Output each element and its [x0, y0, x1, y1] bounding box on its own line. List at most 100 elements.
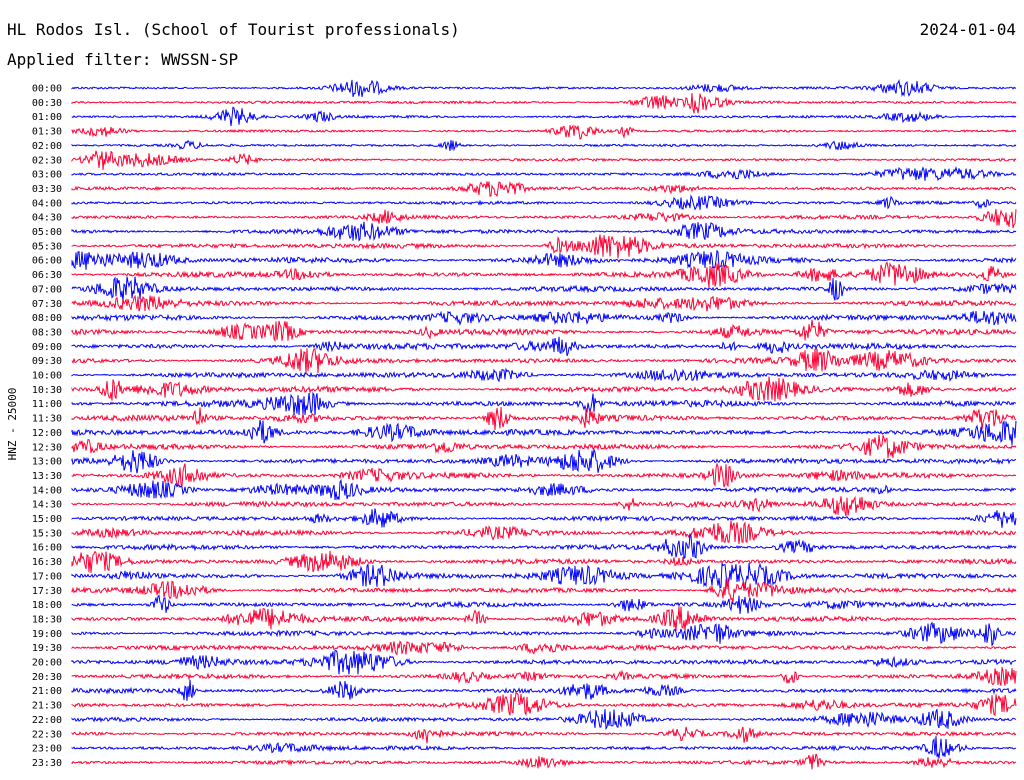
seismic-trace	[71, 550, 1017, 573]
traces-group: 00:00 00:30 01:00 01:30 02:00 02:30 03:00 03:30…	[32, 78, 1017, 770]
seismic-trace	[71, 221, 1017, 242]
trace-time-label: 10:00	[32, 371, 62, 382]
seismic-trace	[71, 276, 1017, 302]
seismic-trace	[71, 508, 1017, 528]
seismic-trace	[71, 391, 1017, 416]
seismic-trace	[71, 753, 1016, 770]
seismic-trace	[71, 139, 1017, 152]
station-title: HL Rodos Isl. (School of Tourist profess…	[7, 20, 460, 39]
seismic-trace	[71, 319, 1017, 343]
seismic-trace	[71, 294, 1017, 312]
seismic-trace	[71, 462, 1017, 488]
seismic-trace	[71, 150, 1017, 170]
seismic-trace	[71, 194, 1017, 211]
seismic-trace	[71, 310, 1017, 326]
trace-time-label: 09:30	[32, 356, 62, 367]
trace-time-label: 06:00	[32, 256, 62, 267]
trace-time-label: 22:00	[32, 715, 62, 726]
seismic-trace	[71, 533, 1017, 559]
trace-time-label: 11:00	[32, 399, 62, 410]
seismic-trace	[71, 124, 1017, 140]
seismic-trace	[71, 726, 1017, 744]
seismic-trace	[71, 433, 1017, 459]
trace-time-label: 00:00	[32, 84, 62, 95]
trace-time-label: 20:00	[32, 658, 62, 669]
trace-time-label: 03:00	[32, 170, 62, 181]
trace-time-label: 15:30	[32, 528, 62, 539]
trace-time-label: 21:30	[32, 701, 62, 712]
trace-time-label: 07:00	[32, 284, 62, 295]
seismic-trace	[71, 621, 1017, 647]
seismic-trace	[71, 234, 1017, 259]
trace-time-label: 14:00	[32, 485, 62, 496]
seismic-trace	[71, 666, 1017, 686]
trace-time-label: 13:00	[32, 457, 62, 468]
seismic-trace	[71, 367, 1017, 383]
seismic-trace	[71, 708, 1017, 731]
seismic-trace	[71, 180, 1017, 198]
trace-time-label: 04:30	[32, 213, 62, 224]
trace-time-label: 19:30	[32, 643, 62, 654]
seismic-trace	[71, 520, 1017, 545]
trace-time-label: 02:00	[32, 141, 62, 152]
trace-time-label: 05:30	[32, 241, 62, 252]
seismic-trace	[71, 640, 1017, 656]
seismic-trace	[71, 577, 1017, 603]
trace-time-label: 06:30	[32, 270, 62, 281]
seismic-trace	[71, 208, 1017, 229]
trace-time-label: 18:00	[32, 600, 62, 611]
seismic-trace	[71, 562, 1017, 590]
trace-time-label: 13:30	[32, 471, 62, 482]
seismic-trace	[71, 249, 1017, 270]
seismic-trace	[71, 419, 1017, 445]
trace-time-label: 22:30	[32, 729, 62, 740]
trace-time-label: 18:30	[32, 614, 62, 625]
trace-time-label: 08:00	[32, 313, 62, 324]
trace-time-label: 21:00	[32, 686, 62, 697]
trace-time-label: 08:30	[32, 327, 62, 338]
trace-time-label: 12:30	[32, 442, 62, 453]
seismic-trace	[71, 447, 1017, 474]
seismic-trace	[71, 679, 1017, 701]
seismic-trace	[71, 478, 1017, 501]
seismic-trace	[71, 106, 1017, 127]
trace-time-label: 10:30	[32, 385, 62, 396]
trace-time-label: 00:30	[32, 98, 62, 109]
seismic-trace	[71, 495, 1017, 517]
trace-time-label: 15:00	[32, 514, 62, 525]
trace-time-label: 12:00	[32, 428, 62, 439]
seismic-trace	[71, 336, 1017, 357]
trace-time-label: 16:30	[32, 557, 62, 568]
trace-time-label: 05:00	[32, 227, 62, 238]
trace-time-label: 02:30	[32, 155, 62, 166]
y-axis-label: HNZ - 25000	[6, 388, 19, 461]
seismic-trace	[71, 594, 1017, 614]
trace-time-label: 23:30	[32, 758, 62, 769]
seismic-trace	[71, 348, 1017, 374]
seismic-trace	[71, 165, 1017, 182]
trace-time-label: 01:30	[32, 127, 62, 138]
trace-time-label: 23:00	[32, 744, 62, 755]
trace-time-label: 01:00	[32, 112, 62, 123]
trace-time-label: 04:00	[32, 198, 62, 209]
trace-time-label: 16:00	[32, 543, 62, 554]
seismic-trace	[71, 649, 1017, 675]
seismic-trace	[71, 261, 1017, 288]
trace-time-label: 14:30	[32, 500, 62, 511]
trace-time-label: 09:00	[32, 342, 62, 353]
trace-time-label: 17:00	[32, 571, 62, 582]
seismic-trace	[71, 406, 1017, 431]
trace-time-label: 17:30	[32, 586, 62, 597]
trace-time-label: 11:30	[32, 414, 62, 425]
trace-time-label: 19:00	[32, 629, 62, 640]
seismic-trace	[71, 606, 1017, 631]
trace-time-label: 20:30	[32, 672, 62, 683]
trace-time-label: 07:30	[32, 299, 62, 310]
seismic-trace	[71, 93, 1017, 114]
trace-time-label: 03:30	[32, 184, 62, 195]
seismic-trace	[71, 78, 1017, 98]
seismic-trace	[71, 736, 1017, 759]
seismic-trace	[71, 691, 1017, 717]
seismic-trace	[71, 376, 1017, 402]
